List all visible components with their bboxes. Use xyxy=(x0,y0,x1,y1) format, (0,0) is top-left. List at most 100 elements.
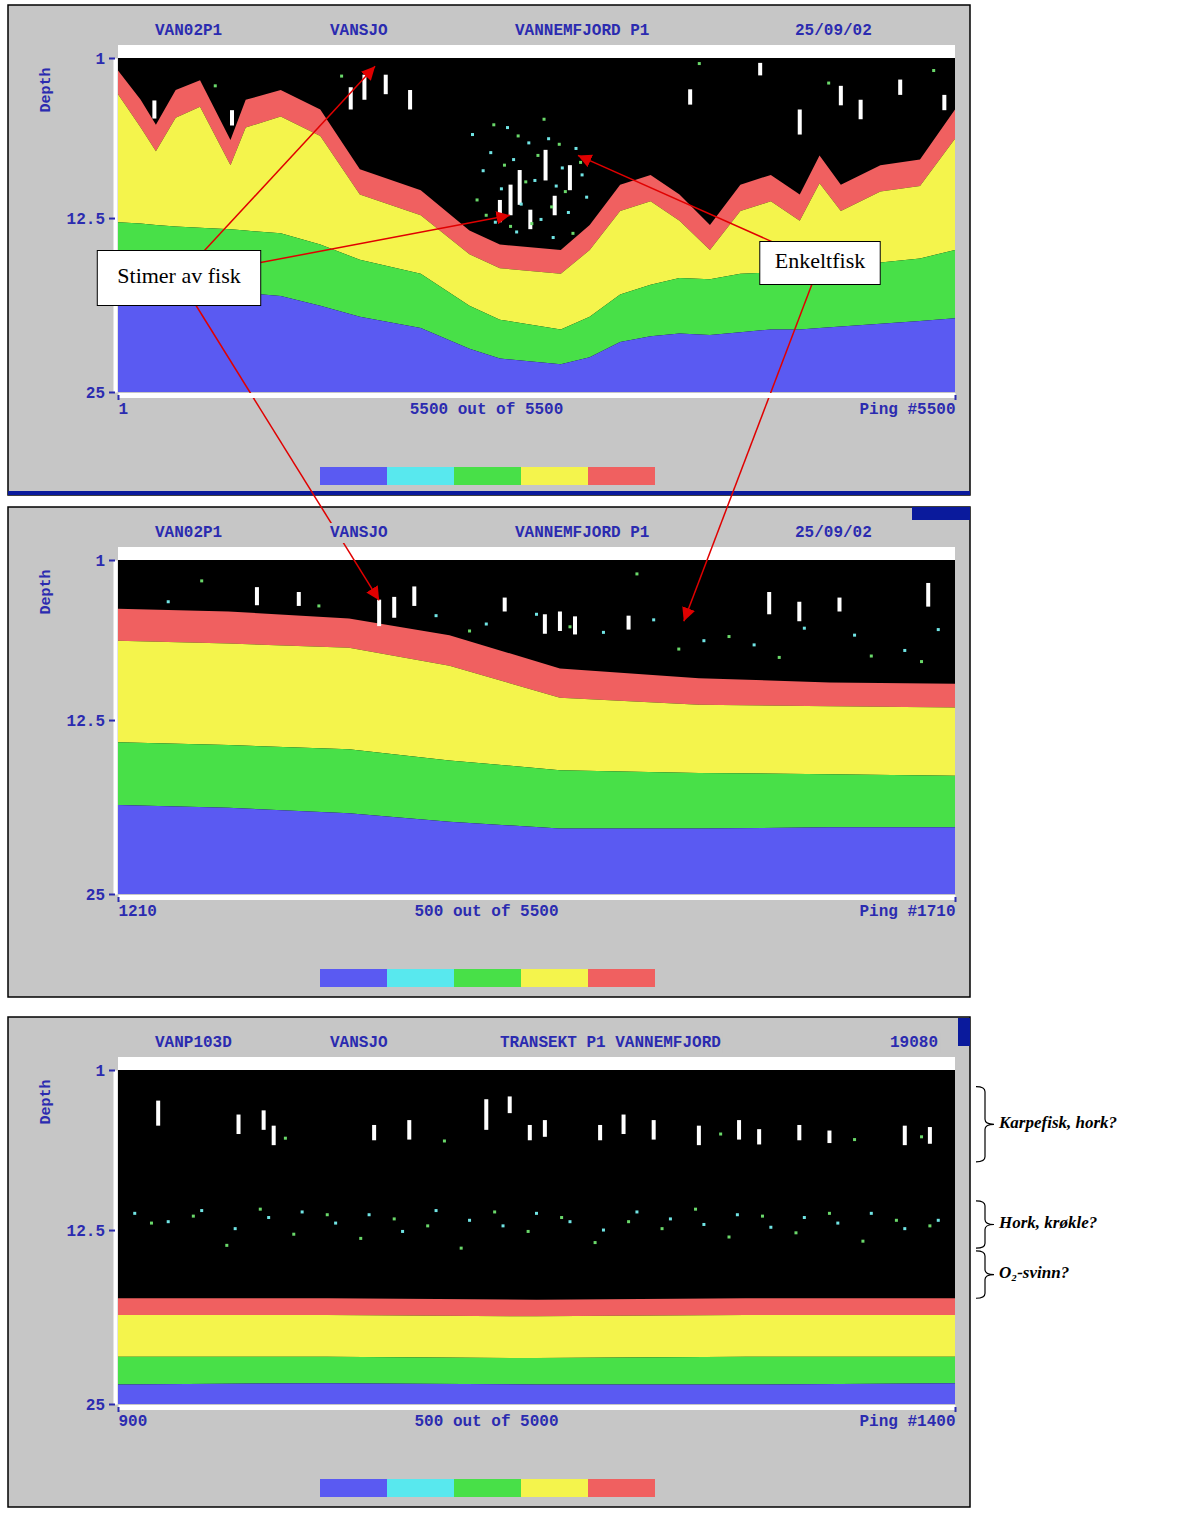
single-fish-echo xyxy=(769,1226,772,1229)
tick-mark xyxy=(109,58,115,60)
single-fish-echo xyxy=(482,169,485,172)
single-fish-echo xyxy=(492,123,495,126)
single-fish-echo xyxy=(635,572,638,575)
fish-school xyxy=(152,100,156,118)
single-fish-echo xyxy=(932,69,935,72)
single-fish-echo xyxy=(803,1216,806,1219)
tick-label: 1210 xyxy=(119,903,157,921)
text-patch xyxy=(153,523,224,543)
header-text: VAN02P1 xyxy=(155,22,222,40)
single-fish-echo xyxy=(267,1216,270,1219)
single-fish-echo xyxy=(527,1230,530,1233)
tick: 1 xyxy=(95,51,115,69)
single-fish-echo xyxy=(317,604,320,607)
color-bar-swatch xyxy=(320,467,387,485)
fish-school xyxy=(598,1125,602,1140)
single-fish-echo xyxy=(150,1222,153,1225)
fish-school xyxy=(156,1101,160,1126)
fish-school xyxy=(407,1120,411,1139)
header-item: VANSJO xyxy=(328,1033,390,1053)
fish-school xyxy=(508,1096,512,1113)
single-fish-echo xyxy=(533,179,536,182)
tick-label: 1 xyxy=(95,1063,105,1081)
fish-school xyxy=(230,110,234,125)
text-patch xyxy=(328,1033,390,1053)
single-fish-echo xyxy=(937,1219,940,1222)
single-fish-echo xyxy=(836,1222,839,1225)
single-fish-echo xyxy=(920,660,923,663)
axis-line xyxy=(119,895,956,900)
single-fish-echo xyxy=(677,648,680,651)
single-fish-echo xyxy=(558,143,561,146)
single-fish-echo xyxy=(903,1227,906,1230)
fish-school xyxy=(543,1120,547,1137)
single-fish-echo xyxy=(536,154,539,157)
tick: 25 xyxy=(86,385,115,403)
single-fish-echo xyxy=(192,1215,195,1218)
color-bar-swatch xyxy=(521,1479,588,1497)
single-fish-echo xyxy=(627,1220,630,1223)
single-fish xyxy=(167,600,940,652)
tick: 1 xyxy=(119,395,129,419)
fish-school xyxy=(518,170,522,205)
color-bar-swatch xyxy=(387,467,454,485)
single-fish-echo xyxy=(485,623,488,626)
tick: Ping #5500 xyxy=(859,395,955,419)
tick-mark xyxy=(109,392,115,394)
fish-school xyxy=(859,100,863,119)
callout-frame xyxy=(760,242,880,285)
text-patch xyxy=(153,1033,234,1053)
single-fish-echo xyxy=(635,1210,638,1213)
single-fish-echo xyxy=(368,1213,371,1216)
x-axis-title: 5500 out of 5500 xyxy=(410,401,564,419)
single-fish-echo xyxy=(503,164,506,167)
y-axis: 112.525 xyxy=(67,553,116,905)
fish-school xyxy=(573,616,577,634)
single-fish-echo xyxy=(435,1209,438,1212)
single-fish-echo xyxy=(200,579,203,582)
text-patch xyxy=(513,523,651,543)
single-fish-echo xyxy=(517,134,520,137)
header-item: VAN02P1 xyxy=(153,523,224,543)
panel-labels: 1 Ping #5500 112.525 5500 out of 5500 Depth V… xyxy=(38,21,956,419)
y-axis-title: Depth xyxy=(38,67,55,112)
single-fish xyxy=(214,62,935,235)
single-fish-echo xyxy=(778,656,781,659)
single-fish-echo xyxy=(567,211,570,214)
header-item: 25/09/02 xyxy=(793,21,874,41)
callout-frame xyxy=(97,251,260,306)
marks xyxy=(118,62,955,392)
single-fish-echo xyxy=(359,1237,362,1240)
axis-line xyxy=(119,393,956,398)
marks xyxy=(118,572,955,894)
single-fish-echo xyxy=(214,84,217,87)
tick: 12.5 xyxy=(67,713,115,731)
single-fish-echo xyxy=(520,203,523,206)
fish-school xyxy=(272,1126,276,1145)
single-fish-echo xyxy=(827,82,830,85)
y-axis: 112.525 xyxy=(67,51,116,403)
tick-label: 900 xyxy=(119,1413,148,1431)
header-text: 25/09/02 xyxy=(795,524,872,542)
color-bar xyxy=(320,1479,655,1497)
tick: 25 xyxy=(86,887,115,905)
header-item: VANSJO xyxy=(328,21,390,41)
echo-band xyxy=(118,1357,955,1385)
single-fish-echo xyxy=(259,1208,262,1211)
single-fish xyxy=(200,572,923,663)
surface-strip xyxy=(118,547,955,560)
panel-frame xyxy=(8,507,970,997)
single-fish-echo xyxy=(543,118,546,121)
tick-mark xyxy=(109,1070,115,1072)
single-fish-echo xyxy=(393,1217,396,1220)
fish-school xyxy=(484,1099,488,1130)
panel-labels: 1210Ping #1710112.525500 out of 5500Dept… xyxy=(38,523,956,921)
single-fish-echo xyxy=(564,190,567,193)
tick-label: Ping #1710 xyxy=(859,903,955,921)
frame-bar xyxy=(8,491,970,495)
single-fish-echo xyxy=(550,205,553,208)
single-fish-echo xyxy=(301,1210,304,1213)
header-text: VANNEMFJORD P1 xyxy=(515,524,649,542)
plot-background xyxy=(118,1070,955,1404)
single-fish-echo xyxy=(568,1220,571,1223)
